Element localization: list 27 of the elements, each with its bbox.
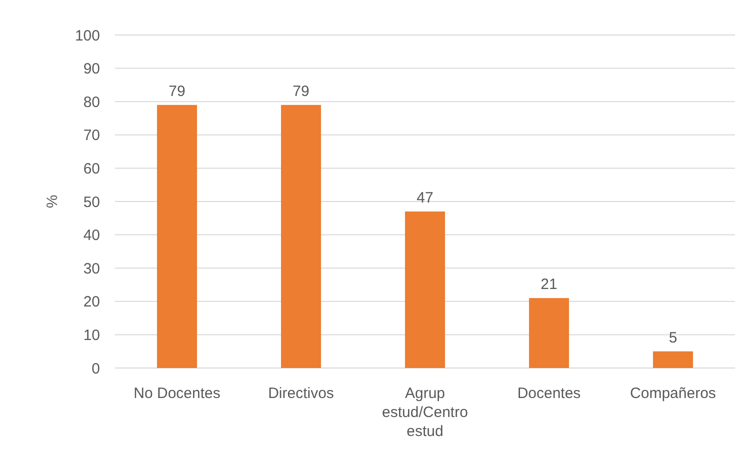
x-tick-label: Agrup estud/Centro estud [382, 385, 468, 440]
y-tick-label: 40 [83, 227, 100, 244]
bar [529, 298, 569, 368]
data-label: 21 [540, 276, 558, 294]
bar [653, 351, 693, 368]
y-tick-label: 90 [83, 60, 100, 78]
y-tick-label: 0 [92, 360, 100, 378]
y-axis-title: % [44, 194, 61, 208]
x-tick-label: No Docentes [134, 385, 220, 402]
y-tick-label: 20 [83, 294, 100, 311]
bar [405, 211, 445, 368]
data-label: 5 [668, 329, 678, 346]
y-tick-label: 60 [83, 160, 100, 178]
x-tick-label: Compañeros [630, 385, 716, 402]
data-label: 79 [292, 82, 310, 100]
y-tick-label: 50 [83, 194, 100, 211]
y-tick-label: 100 [74, 27, 100, 44]
x-tick-label: Docentes [517, 385, 581, 402]
bar [157, 104, 197, 368]
y-tick-label: 70 [83, 127, 100, 144]
x-tick-label: Directivos [268, 385, 334, 402]
y-tick-label: 80 [83, 94, 100, 111]
bar [281, 104, 321, 368]
y-tick-label: 30 [83, 260, 100, 278]
data-label: 79 [168, 82, 186, 100]
data-label: 47 [416, 189, 434, 206]
y-tick-label: 10 [83, 326, 100, 344]
